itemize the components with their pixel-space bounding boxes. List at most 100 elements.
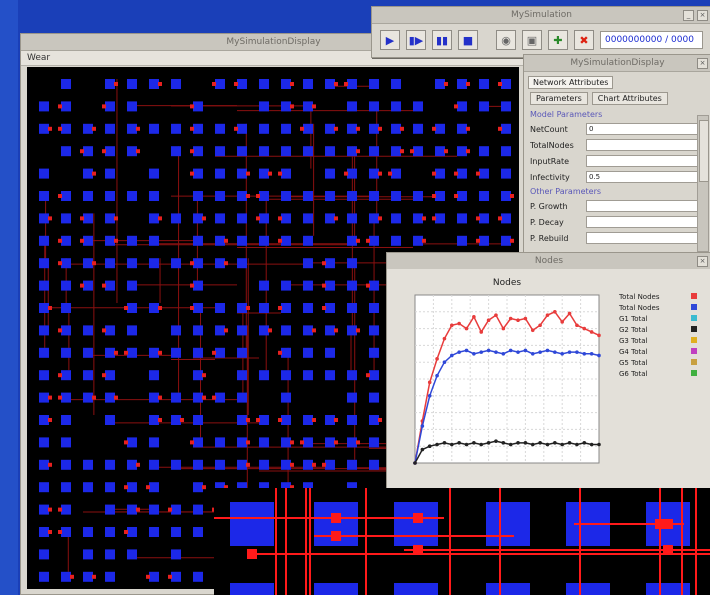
network-node: [237, 347, 247, 358]
network-node: [347, 213, 357, 224]
network-node: [413, 213, 423, 224]
options-scrollbar[interactable]: [697, 115, 709, 252]
menu-wear[interactable]: Wear: [27, 53, 51, 63]
play-icon[interactable]: ▶: [380, 30, 400, 50]
option-field[interactable]: 0.5: [586, 171, 705, 183]
data-point: [486, 318, 491, 322]
tab-parameters[interactable]: Parameters: [530, 92, 588, 105]
tab-chart-attributes[interactable]: Chart Attributes: [591, 92, 668, 105]
network-node: [369, 325, 379, 336]
network-node: [105, 347, 115, 358]
data-point: [457, 350, 461, 354]
node-marker: [378, 418, 382, 422]
node-marker: [322, 283, 326, 288]
legend-swatch: [691, 326, 697, 332]
network-node: [61, 303, 71, 313]
tab-network-attributes[interactable]: Network Attributes: [528, 76, 614, 89]
network-node: [259, 280, 269, 291]
network-node: [105, 504, 115, 515]
network-node: [61, 392, 71, 403]
close-icon[interactable]: ×: [697, 10, 708, 21]
network-node: [215, 437, 225, 448]
node-marker: [400, 149, 404, 154]
node-marker: [102, 104, 106, 109]
network-node: [39, 303, 49, 313]
network-node: [215, 392, 225, 403]
option-field[interactable]: [586, 232, 705, 244]
network-node: [83, 370, 93, 381]
network-node: [105, 213, 115, 224]
network-node: [127, 437, 137, 448]
chart-titlebar[interactable]: Nodes ×: [387, 253, 710, 270]
network-node: [237, 415, 247, 425]
network-node: [347, 280, 357, 291]
node-marker: [290, 104, 294, 109]
data-point: [457, 321, 461, 326]
data-point: [589, 352, 594, 356]
network-node: [61, 459, 71, 470]
node-marker: [322, 462, 326, 467]
network-node: [127, 101, 137, 112]
step-icon[interactable]: ▮▶: [406, 30, 426, 50]
node-marker: [246, 306, 250, 310]
zoom-node: [394, 502, 438, 546]
stop-icon[interactable]: ■: [458, 30, 478, 50]
node-marker: [334, 82, 338, 86]
node-marker: [400, 126, 404, 131]
data-point: [450, 442, 454, 447]
data-point: [442, 441, 447, 445]
data-point: [435, 442, 439, 447]
scrollbar-thumb[interactable]: [699, 120, 709, 182]
option-field[interactable]: [586, 200, 705, 212]
data-point: [501, 352, 506, 356]
minimize-icon[interactable]: _: [683, 10, 694, 21]
network-node: [105, 527, 115, 537]
node-marker: [290, 82, 294, 86]
data-point: [582, 326, 587, 331]
network-node: [105, 482, 115, 493]
node-marker: [378, 171, 382, 176]
data-point: [567, 311, 572, 316]
options-titlebar[interactable]: MySimulationDisplay ×: [524, 55, 710, 72]
controller-titlebar[interactable]: MySimulation _ ×: [372, 7, 710, 24]
network-node: [105, 191, 115, 201]
network-node: [501, 235, 511, 246]
option-field[interactable]: [586, 155, 705, 167]
camera-icon[interactable]: ▣: [522, 30, 542, 50]
option-label: Infectivity: [530, 172, 570, 182]
node-marker: [114, 238, 118, 243]
data-point: [582, 352, 587, 356]
close-icon[interactable]: ×: [697, 256, 708, 267]
option-field[interactable]: [586, 216, 705, 228]
network-node: [303, 258, 313, 269]
network-node: [369, 79, 379, 89]
network-node: [39, 415, 49, 425]
data-point: [472, 352, 476, 356]
node-marker: [190, 306, 194, 310]
data-point: [530, 442, 535, 447]
network-node: [61, 79, 71, 89]
network-node: [171, 347, 181, 358]
network-node: [127, 527, 137, 537]
node-marker: [476, 171, 480, 176]
network-node: [105, 79, 115, 89]
node-marker: [378, 216, 382, 221]
node-marker: [212, 350, 216, 355]
node-marker: [48, 216, 52, 221]
stop-x-icon[interactable]: ✖: [574, 30, 594, 50]
network-node: [303, 303, 313, 313]
network-node: [259, 168, 269, 179]
close-icon[interactable]: ×: [697, 58, 708, 69]
option-field[interactable]: [586, 139, 705, 151]
network-node: [369, 415, 379, 425]
legend-swatch: [691, 370, 697, 376]
inspect-icon[interactable]: ✚: [548, 30, 568, 50]
pause-icon[interactable]: ▮▮: [432, 30, 452, 50]
node-marker: [246, 440, 250, 445]
network-node: [369, 213, 379, 224]
node-marker: [432, 216, 436, 221]
record-icon[interactable]: ◉: [496, 30, 516, 50]
node-marker: [334, 418, 338, 422]
option-field[interactable]: 0: [586, 123, 705, 135]
network-node: [303, 437, 313, 448]
